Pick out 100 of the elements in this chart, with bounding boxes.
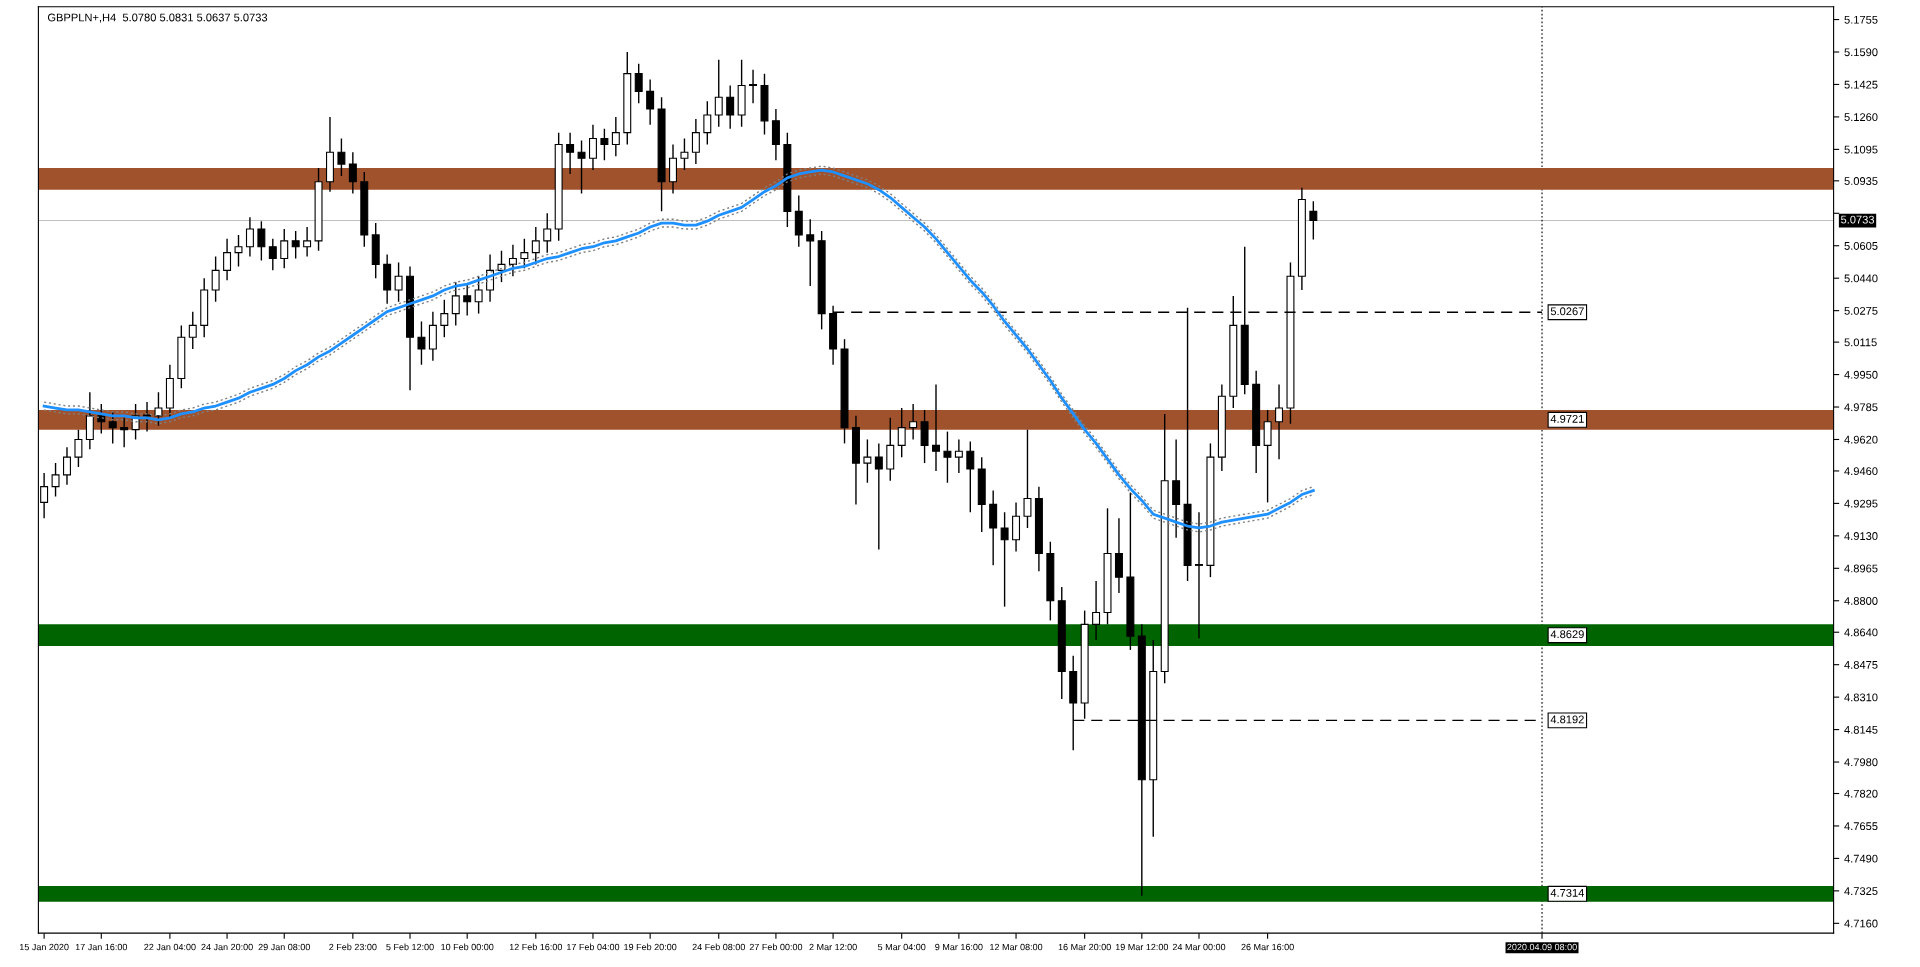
x-tick-label: 24 Feb 08:00 — [692, 943, 745, 951]
candlestick — [920, 409, 929, 464]
x-tick-label: 10 Feb 00:00 — [441, 943, 494, 951]
y-tick-label: 4.9295 — [1844, 499, 1878, 508]
x-tick-label: 26 Mar 16:00 — [1241, 943, 1294, 951]
x-tick-label: 19 Feb 20:00 — [624, 943, 677, 951]
candlestick — [440, 299, 449, 338]
candlestick — [337, 137, 346, 177]
candlestick — [669, 143, 677, 195]
candlestick — [63, 446, 71, 486]
candlestick — [577, 139, 586, 195]
candlestick — [863, 438, 872, 484]
candlestick — [932, 383, 940, 472]
candlestick — [74, 428, 83, 468]
candlestick — [749, 69, 758, 104]
candlestick — [348, 151, 357, 195]
y-tick-label: 5.1590 — [1844, 48, 1878, 57]
candlestick — [794, 194, 803, 248]
candlestick — [691, 118, 700, 165]
y-tick-label: 4.7325 — [1844, 887, 1878, 895]
y-tick-label: 5.0115 — [1844, 338, 1877, 347]
y-tick-label: 4.7980 — [1844, 758, 1878, 767]
candlestick — [451, 281, 460, 327]
x-tick-label: 16 Mar 20:00 — [1058, 943, 1111, 951]
candlestick — [806, 218, 815, 287]
candlestick — [223, 238, 232, 281]
band-label: 4.8629 — [1550, 630, 1584, 639]
candlestick — [600, 128, 609, 161]
candlestick — [268, 238, 277, 272]
candlestick — [611, 116, 620, 157]
candlestick — [1263, 409, 1272, 504]
candlestick — [543, 212, 552, 254]
candlestick — [989, 489, 998, 567]
candlestick — [634, 63, 643, 104]
y-tick-label: 5.1260 — [1844, 113, 1878, 122]
candlestick — [280, 228, 289, 270]
candlestick — [303, 226, 312, 258]
candlestick — [474, 275, 483, 315]
y-tick-label: 4.8965 — [1844, 564, 1878, 573]
y-tick-label: 4.7160 — [1844, 919, 1878, 928]
y-tick-label: 4.9785 — [1844, 403, 1878, 412]
candlestick — [1012, 501, 1021, 553]
ref-line-label: 5.0733 — [1840, 215, 1875, 224]
candlestick — [588, 124, 597, 171]
y-tick-label: 4.8310 — [1844, 693, 1878, 702]
candlestick — [646, 78, 655, 126]
y-tick-label: 4.8145 — [1844, 725, 1878, 734]
x-tick-label: 15 Jan 2020 — [19, 943, 69, 951]
x-tick-label: 2020.04.09 08:00 — [1507, 943, 1577, 951]
annotation: 5.0267 — [1550, 307, 1584, 316]
band-label: 4.7314 — [1550, 888, 1585, 897]
candlestick — [954, 438, 963, 474]
x-tick-label: 5 Mar 04:00 — [877, 943, 926, 951]
candlestick — [497, 249, 506, 283]
x-tick-label: 9 Mar 16:00 — [935, 943, 983, 951]
candlestick — [909, 403, 918, 441]
candlestick — [1172, 438, 1181, 539]
candlestick — [1195, 511, 1203, 639]
x-tick-label: 2 Mar 12:00 — [809, 943, 857, 951]
text: GBPPLN+,H4 5.0780 5.0831 5.0637 5.0733 — [47, 13, 268, 23]
x-tick-label: 24 Mar 00:00 — [1172, 943, 1226, 951]
band-label: 4.9721 — [1550, 414, 1584, 423]
x-tick-label: 17 Jan 16:00 — [75, 943, 128, 951]
candlestick — [566, 131, 575, 175]
x-tick-label: 12 Mar 08:00 — [990, 943, 1043, 951]
candlestick — [508, 244, 517, 277]
y-tick-label: 5.0275 — [1844, 306, 1878, 315]
candlestick — [463, 283, 472, 317]
x-tick-label: 2 Feb 23:00 — [329, 943, 377, 951]
y-tick-label: 4.9460 — [1844, 467, 1878, 476]
candlestick — [143, 401, 152, 433]
candlestick — [211, 255, 220, 303]
x-tick-label: 22 Jan 04:00 — [144, 943, 196, 951]
y-tick-label: 5.0605 — [1844, 242, 1878, 250]
x-tick-label: 29 Jan 08:00 — [258, 943, 310, 951]
candlestick — [771, 108, 780, 161]
y-tick-label: 4.8475 — [1844, 660, 1878, 669]
candlestick — [245, 216, 254, 258]
candlestick — [291, 230, 300, 260]
candlestick — [726, 84, 735, 130]
candlestick — [1023, 428, 1032, 529]
candlestick — [1092, 580, 1101, 641]
candlestick — [703, 100, 712, 146]
x-tick-label: 5 Feb 12:00 — [386, 943, 434, 951]
y-tick-label: 4.9620 — [1844, 435, 1878, 444]
y-tick-label: 5.1095 — [1844, 145, 1878, 154]
x-tick-label: 19 Mar 12:00 — [1115, 943, 1169, 951]
y-tick-label: 4.9950 — [1844, 370, 1878, 379]
candlestick — [714, 59, 723, 128]
candlestick — [154, 391, 163, 427]
candlestick — [188, 310, 197, 350]
annotation: 4.8192 — [1550, 715, 1584, 724]
candlestick — [417, 320, 426, 366]
candlestick — [874, 442, 883, 551]
candlestick — [108, 411, 117, 445]
y-tick-label: 4.7655 — [1844, 822, 1878, 831]
y-tick-label: 4.9130 — [1844, 532, 1878, 540]
candlestick — [257, 220, 266, 262]
y-tick-label: 4.8800 — [1844, 597, 1878, 605]
x-tick-label: 12 Feb 16:00 — [509, 943, 563, 951]
